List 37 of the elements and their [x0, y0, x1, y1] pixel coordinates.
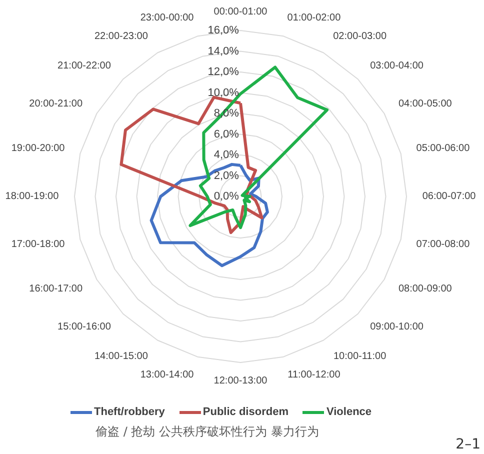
spoke-label: 15:00-16:00: [58, 322, 112, 333]
spoke-label: 01:00-02:00: [287, 12, 342, 24]
spoke-label: 18:00-19:00: [5, 191, 60, 202]
y-tick-label: 0,0%: [214, 190, 240, 202]
spoke-label: 06:00-07:00: [422, 191, 476, 202]
spoke-label: 05:00-06:00: [416, 143, 470, 154]
spoke-label: 20:00-21:00: [29, 98, 83, 110]
legend-label: Violence: [326, 406, 372, 418]
y-tick-label: 4,0%: [214, 149, 240, 161]
text: 2–1: [456, 436, 481, 452]
spoke-label: 10:00-11:00: [333, 350, 387, 362]
spoke-label: 03:00-04:00: [370, 60, 424, 72]
spoke-label: 08:00-09:00: [398, 283, 452, 294]
y-tick-label: 6,0%: [214, 128, 240, 140]
spoke-label: 07:00-08:00: [416, 238, 470, 250]
spoke-label: 00:00-01:00: [214, 6, 268, 18]
spoke-label: 22:00-23:00: [94, 31, 148, 42]
spoke-label: 14:00-15:00: [94, 350, 148, 362]
spoke-label: 11:00-12:00: [288, 369, 341, 380]
spoke-label: 13:00-14:00: [140, 369, 194, 380]
y-tick-label: 2,0%: [214, 170, 240, 182]
legend-label: Theft/robbery: [94, 406, 165, 418]
legend-label: Public disordem: [202, 406, 288, 418]
spoke-label: 04:00-05:00: [398, 98, 452, 110]
spoke-label: 12:00-13:00: [214, 376, 268, 387]
y-tick-label: 12,0%: [208, 66, 240, 78]
y-tick-label: 16,0%: [208, 24, 240, 36]
spoke-label: 23:00-00:00: [140, 12, 194, 24]
spoke-label: 02:00-03:00: [333, 31, 387, 42]
spoke-label: 09:00-10:00: [370, 322, 424, 333]
y-tick-label: 14,0%: [208, 45, 240, 58]
spoke-label: 21:00-22:00: [58, 60, 112, 72]
y-tick-label: 10,0%: [208, 86, 240, 99]
spoke-label: 19:00-20:00: [11, 143, 66, 154]
spoke-label: 17:00-18:00: [11, 238, 66, 250]
text: 偷盗 / 抢劫 公共秩序破坏性行为 暴力行为: [96, 424, 319, 438]
spoke-label: 16:00-17:00: [29, 283, 83, 294]
